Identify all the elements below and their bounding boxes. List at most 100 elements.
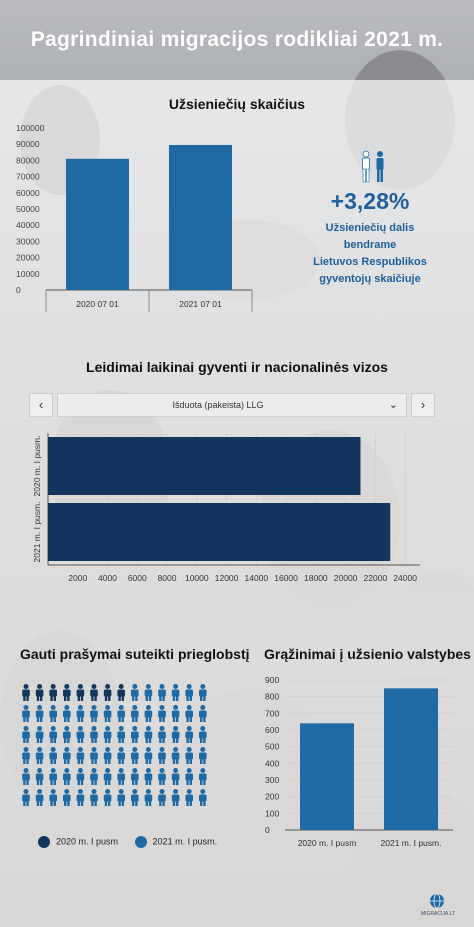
person-body <box>131 689 139 697</box>
person-leg <box>176 696 179 701</box>
person-icon <box>131 726 139 743</box>
person-leg <box>50 717 53 722</box>
person-body <box>131 794 139 802</box>
foreigners-bar-chart: 1000009000080000700006000050000400003000… <box>16 123 253 312</box>
person-icon <box>158 726 166 743</box>
person-icon <box>76 747 85 764</box>
asylum-title: Gauti prašymai suteikti prieglobstį <box>20 646 250 662</box>
person-body <box>63 773 71 781</box>
person-head <box>159 789 165 794</box>
people-icon <box>362 150 384 183</box>
person-leg <box>176 780 179 785</box>
person-icon <box>22 705 30 722</box>
person-head <box>77 789 83 794</box>
person-icon <box>185 684 193 701</box>
person-head <box>118 726 124 731</box>
person-body <box>131 710 139 718</box>
person-leg <box>118 738 121 743</box>
y-tick-label: 100 <box>265 808 279 818</box>
person-icon <box>63 726 71 743</box>
y-tick-label: 500 <box>265 742 279 752</box>
x-tick-label: 2000 <box>68 573 87 583</box>
person-leg <box>159 801 162 806</box>
person-leg <box>172 738 176 743</box>
person-head <box>173 705 179 710</box>
person-leg <box>64 801 67 806</box>
person-icon <box>22 768 30 785</box>
person-icon <box>49 705 57 722</box>
person-body <box>35 794 44 802</box>
person-head <box>37 747 43 752</box>
person-leg <box>200 780 203 785</box>
person-leg <box>64 738 67 743</box>
y-tick-label: 800 <box>265 692 279 702</box>
legend-dot-2021 <box>134 836 147 848</box>
person-leg <box>26 801 29 806</box>
person-leg <box>26 738 29 743</box>
prev-button[interactable]: ‹ <box>29 393 53 417</box>
person-body <box>76 794 85 802</box>
person-head <box>159 705 165 710</box>
person-leg <box>203 780 206 785</box>
person-head <box>105 684 111 689</box>
person-icon <box>144 726 153 743</box>
person-icon <box>171 768 180 785</box>
person-head <box>37 726 43 731</box>
person-icon <box>158 789 166 806</box>
person-head <box>159 684 165 689</box>
person-head <box>91 768 97 773</box>
person-leg <box>94 738 97 743</box>
y-tick-label: 90000 <box>16 139 40 149</box>
person-body <box>171 773 180 781</box>
person-leg <box>40 717 43 722</box>
person-icon <box>131 684 139 701</box>
person-leg <box>91 780 94 785</box>
y-tick-label: 400 <box>265 758 279 768</box>
person-leg <box>64 759 67 764</box>
person-leg <box>145 696 148 701</box>
person-leg <box>23 717 26 722</box>
person-leg <box>23 696 26 701</box>
person-leg <box>132 696 135 701</box>
person-leg <box>121 759 124 764</box>
person-leg <box>145 738 148 743</box>
person-icon <box>171 684 180 701</box>
person-icon <box>199 726 207 743</box>
person-leg <box>203 801 206 806</box>
next-button[interactable]: › <box>411 393 435 417</box>
person-body <box>117 689 125 697</box>
person-icon <box>117 705 125 722</box>
y-tick-label: 2020 m. I pusm. <box>32 436 42 497</box>
site-logo[interactable]: MIGRACIJA.LT <box>421 893 455 921</box>
person-leg <box>36 759 40 764</box>
person-head <box>118 684 124 689</box>
person-icon <box>63 705 71 722</box>
y-tick-label: 0 <box>16 285 21 295</box>
permit-type-select[interactable]: Išduota (pakeista) LLG ⌄ <box>57 393 407 417</box>
asylum-pictogram-grid <box>22 684 207 806</box>
person-icon <box>35 705 44 722</box>
person-icon <box>76 684 85 701</box>
x-tick-label: 10000 <box>185 573 209 583</box>
person-leg <box>104 717 108 722</box>
caption-line-3: gyventojų skaičiuje <box>319 273 421 285</box>
person-icon <box>103 789 112 806</box>
person-leg <box>132 759 135 764</box>
person-leg <box>94 717 97 722</box>
person-leg <box>67 801 70 806</box>
person-body <box>144 773 153 781</box>
person-icon <box>49 684 57 701</box>
bar <box>384 688 438 830</box>
person-body <box>35 773 44 781</box>
person-icon <box>199 684 207 701</box>
person-leg <box>77 780 80 785</box>
person-leg <box>189 780 192 785</box>
person-head <box>200 705 206 710</box>
person-icon <box>63 747 71 764</box>
person-body <box>158 773 166 781</box>
person-leg <box>26 717 29 722</box>
person-leg <box>80 738 84 743</box>
person-leg <box>176 801 179 806</box>
person-body <box>35 689 44 697</box>
person-body <box>144 689 153 697</box>
